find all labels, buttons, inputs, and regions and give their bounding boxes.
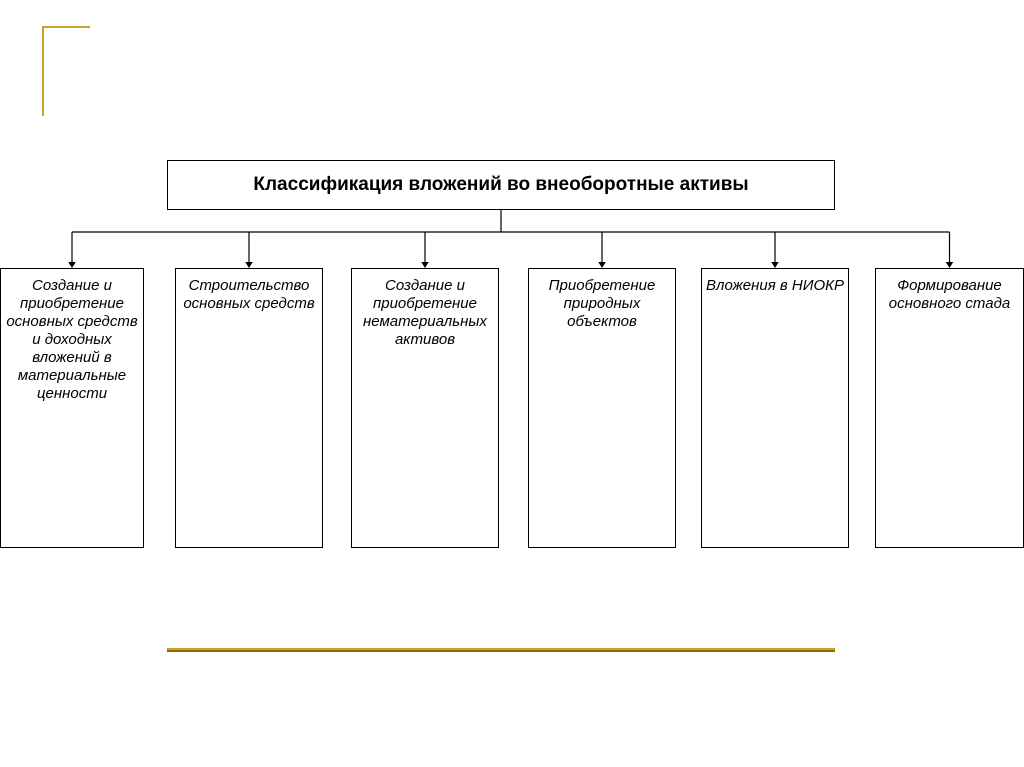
child-node-4: Вложения в НИОКР — [701, 268, 849, 548]
child-node-3: Приобретение природных объектов — [528, 268, 676, 548]
root-label: Классификация вложений во внеоборотные а… — [253, 174, 748, 196]
child-label: Создание и приобретение основных средств… — [6, 277, 137, 402]
child-label: Приобретение природных объектов — [549, 277, 656, 330]
child-node-5: Формирование основного стада — [875, 268, 1024, 548]
child-node-1: Строительство основных средств — [175, 268, 323, 548]
child-label: Вложения в НИОКР — [706, 277, 844, 294]
child-node-0: Создание и приобретение основных средств… — [0, 268, 144, 548]
child-label: Строительство основных средств — [183, 277, 314, 312]
child-label: Формирование основного стада — [889, 277, 1010, 312]
bottom-rule-shadow — [167, 650, 835, 652]
frame-corner — [42, 26, 90, 116]
child-node-2: Создание и приобретение нематериальных а… — [351, 268, 499, 548]
root-node: Классификация вложений во внеоборотные а… — [167, 160, 835, 210]
child-label: Создание и приобретение нематериальных а… — [363, 277, 487, 348]
